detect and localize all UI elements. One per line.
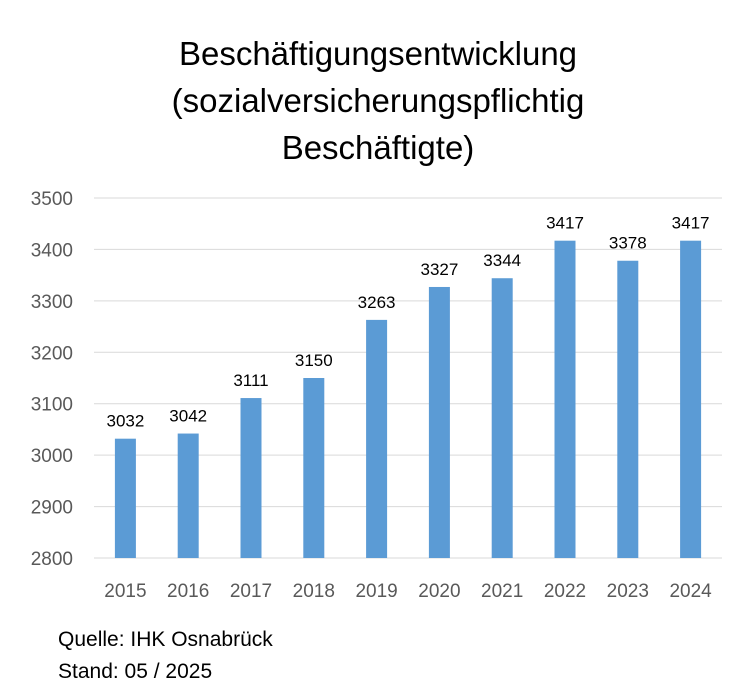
y-tick-label: 3200 <box>31 343 73 364</box>
chart-title: Beschäftigungsentwicklung (sozialversiche… <box>172 35 585 166</box>
y-tick-label: 3400 <box>31 240 73 261</box>
bar-2020 <box>428 286 450 558</box>
x-tick-label-2017: 2017 <box>230 581 272 602</box>
x-axis-ticks: 2015 2016 2017 2018 2019 2020 2021 2022 2023 2024 <box>104 581 712 602</box>
y-tick-label: 2800 <box>31 549 73 570</box>
x-tick-label-2022: 2022 <box>544 581 586 602</box>
x-tick-label-2015: 2015 <box>104 581 146 602</box>
x-tick-label-2023: 2023 <box>607 581 649 602</box>
bar-2016 <box>177 433 199 558</box>
x-tick-label-2018: 2018 <box>293 581 335 602</box>
data-labels: 3032 3042 3111 3150 3263 3327 3344 3417 3378 3417 <box>106 214 709 431</box>
bar-2022 <box>554 240 576 558</box>
x-tick-label-2021: 2021 <box>481 581 523 602</box>
bar-2023 <box>617 260 639 558</box>
chart-title-line: Beschäftigte) <box>282 129 475 166</box>
data-label-2024: 3417 <box>672 214 710 233</box>
x-tick-label-2019: 2019 <box>355 581 397 602</box>
y-tick-label: 3100 <box>31 395 73 416</box>
source-note: Quelle: IHK Osnabrück <box>58 628 273 651</box>
y-tick-label: 3300 <box>31 292 73 313</box>
bar-2015 <box>114 438 136 558</box>
data-label-2016: 3042 <box>169 407 207 426</box>
y-tick-label: 3500 <box>31 189 73 210</box>
bar-2024 <box>680 240 702 558</box>
x-tick-label-2024: 2024 <box>669 581 712 602</box>
data-label-2023: 3378 <box>609 234 647 253</box>
chart-title-line: (sozialversicherungspflichtig <box>172 82 585 119</box>
data-label-2022: 3417 <box>546 214 584 233</box>
stand-note: Stand: 05 / 2025 <box>58 660 213 683</box>
bar-2021 <box>491 278 513 558</box>
bars <box>114 240 702 558</box>
y-tick-label: 3000 <box>31 446 73 467</box>
bar-2017 <box>240 398 262 558</box>
x-tick-label-2016: 2016 <box>167 581 209 602</box>
y-tick-label: 2900 <box>31 498 73 519</box>
x-tick-label-2020: 2020 <box>418 581 460 602</box>
data-label-2020: 3327 <box>420 260 458 279</box>
data-label-2021: 3344 <box>483 251 521 270</box>
bar-2018 <box>303 378 325 558</box>
y-axis-ticks: 2800 2900 3000 3100 3200 3300 3400 3500 <box>31 189 73 570</box>
data-label-2018: 3150 <box>295 351 333 370</box>
data-label-2015: 3032 <box>106 412 144 431</box>
bar-2019 <box>366 319 388 558</box>
data-label-2017: 3111 <box>233 371 268 390</box>
chart-title-line: Beschäftigungsentwicklung <box>179 35 577 72</box>
data-label-2019: 3263 <box>358 293 396 312</box>
